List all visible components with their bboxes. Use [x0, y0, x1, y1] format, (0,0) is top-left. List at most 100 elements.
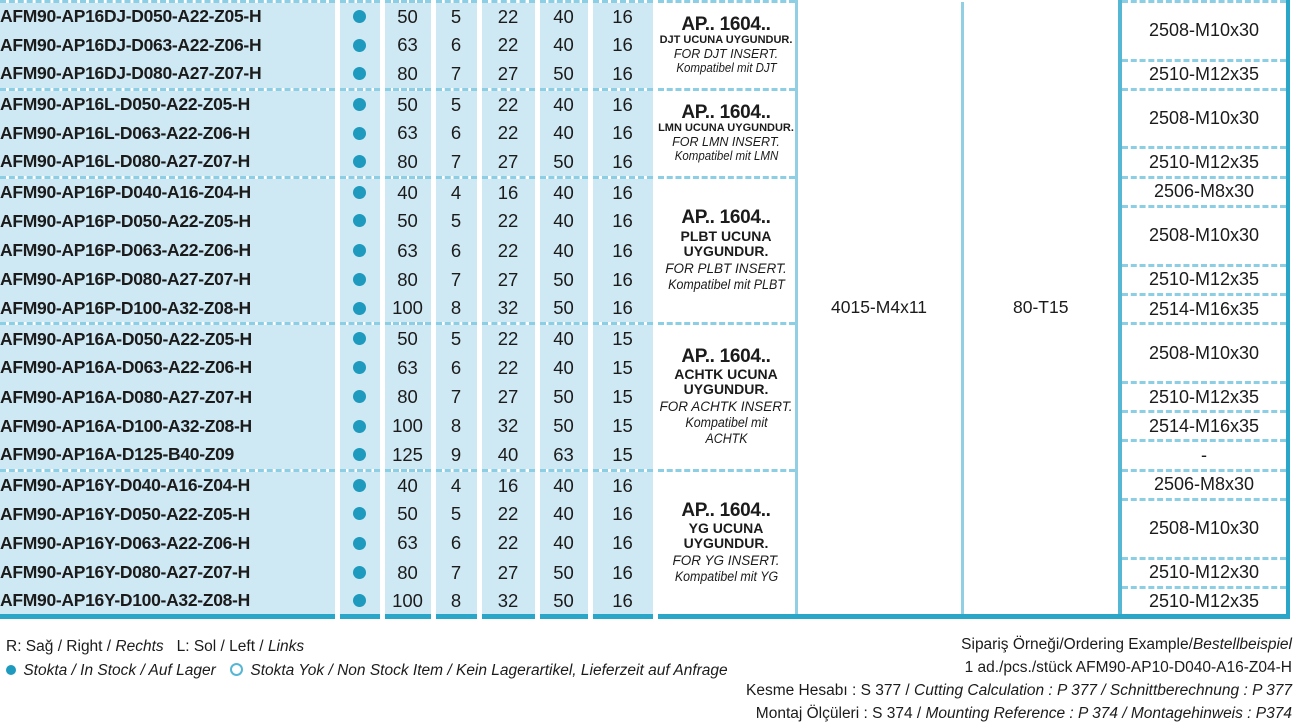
screw-size-cell: 2506-M8x30: [1120, 468, 1288, 500]
dim-cell: 40: [537, 175, 593, 207]
table-row: AFM90-AP16P-D080-A27-Z07-H 80 7 27 50 16…: [0, 263, 1288, 295]
dim-cell: 40: [537, 499, 593, 529]
insert-note-tr: YG UCUNA UYGUNDUR.: [683, 520, 769, 552]
dim-cell: 16: [590, 587, 658, 617]
dim-cell: 63: [382, 528, 436, 559]
in-stock-dot: [353, 98, 366, 112]
mounting-reference-ref: Montaj Ölçüleri : S 374 / Mounting Refer…: [746, 702, 1292, 725]
dim-cell: 27: [479, 147, 540, 178]
dim-cell: 27: [479, 558, 540, 588]
non-stock-circle-icon: [230, 663, 244, 677]
dim-cell: 80: [382, 147, 436, 178]
insert-title: AP.. 1604..: [681, 207, 771, 229]
dim-cell: 16: [590, 0, 658, 31]
dim-cell: 15: [590, 353, 658, 383]
dim-cell: 22: [479, 499, 540, 529]
in-stock-dot: [353, 594, 366, 608]
in-stock-dot: [353, 448, 366, 462]
legend-text: Stokta Yok / Non Stock Item / Kein Lager…: [250, 662, 728, 679]
dim-cell: 50: [382, 499, 436, 529]
mounting-ref-text: Montaj Ölçüleri : S 374 /: [755, 705, 926, 722]
table-row: AFM90-AP16A-D050-A22-Z05-H 50 5 22 40 15…: [0, 322, 1288, 471]
insert-note-de: Kompatibel mit LMN: [674, 148, 778, 163]
dim-cell: 100: [382, 587, 436, 617]
product-code: AFM90-AP16Y-D050-A22-Z05-H: [0, 499, 340, 529]
dim-cell: 40: [537, 322, 593, 354]
table-row: AFM90-AP16L-D080-A27-Z07-H 80 7 27 50 16…: [0, 146, 1288, 178]
table-row: AFM90-AP16A-D125-B40-Z09 125 9 40 63 15 …: [0, 439, 1288, 471]
dim-cell: 40: [537, 353, 593, 383]
in-stock-dot: [353, 214, 366, 228]
screw-size-cell: 2510-M12x35: [1120, 380, 1288, 412]
dim-cell: 63: [537, 440, 593, 471]
screw-size-cell: 2510-M12x30: [1120, 556, 1288, 588]
screw-size-cell: 2508-M10x30: [1120, 87, 1288, 148]
cutting-ref-text: Kesme Hesabı : S 377 /: [746, 682, 915, 699]
table-row: AFM90-AP16L-D050-A22-Z05-H 50 5 22 40 16…: [0, 87, 1288, 178]
legend-text: Rechts: [115, 638, 164, 655]
ordering-label-text-de: Bestellbeispiel: [1192, 636, 1292, 653]
table-row: AFM90-AP16DJ-D080-A27-Z07-H 80 7 27 50 1…: [0, 58, 1288, 90]
dim-cell: 22: [479, 322, 540, 354]
dim-cell: 7: [433, 265, 482, 295]
screw-size-cell: 2508-M10x30: [1120, 0, 1288, 61]
dim-cell: 16: [590, 175, 658, 207]
table-row: AFM90-AP16DJ-D063-A22-Z06-H 63 6 22 40 1…: [0, 30, 1288, 61]
dim-cell: 7: [433, 558, 482, 588]
table-row: AFM90-AP16L-D063-A22-Z06-H 63 6 22 40 16: [0, 118, 1288, 148]
dim-cell: 16: [590, 30, 658, 61]
in-stock-dot: [353, 332, 366, 346]
dim-cell: 16: [590, 206, 658, 236]
insert-note-en: FOR LMN INSERT.: [672, 134, 780, 149]
screw-size-cell: 2506-M8x30: [1120, 175, 1288, 207]
in-stock-dot: [353, 38, 366, 52]
mounting-ref-text-i: Mounting Reference : P 374 / Montagehinw…: [925, 705, 1292, 722]
dim-cell: 5: [433, 87, 482, 119]
product-code: AFM90-AP16A-D080-A27-Z07-H: [0, 382, 340, 412]
table-row: AFM90-AP16P-D050-A22-Z05-H 50 5 22 40 16…: [0, 205, 1288, 266]
dim-cell: 22: [479, 206, 540, 236]
product-code: AFM90-AP16P-D100-A32-Z08-H: [0, 294, 340, 324]
dim-cell: 63: [382, 30, 436, 61]
product-code: AFM90-AP16Y-D080-A27-Z07-H: [0, 558, 340, 588]
product-code: AFM90-AP16Y-D040-A16-Z04-H: [0, 468, 340, 500]
table-row: AFM90-AP16P-D100-A32-Z08-H 100 8 32 50 1…: [0, 292, 1288, 324]
product-code: AFM90-AP16A-D050-A22-Z05-H: [0, 322, 340, 354]
screw-size-cell: 2514-M16x35: [1120, 410, 1288, 441]
insert-note-en: FOR YG INSERT.: [672, 553, 780, 569]
dim-cell: 22: [479, 87, 540, 119]
dim-cell: 50: [382, 322, 436, 354]
in-stock-dot-icon: [6, 664, 16, 675]
table-row: AFM90-AP16DJ-D050-A22-Z05-H 50 5 22 40 1…: [0, 0, 1288, 617]
dim-cell: 50: [537, 294, 593, 324]
insert-note-de: Kompatibel mit PLBT: [667, 276, 785, 292]
dim-cell: 32: [479, 587, 540, 617]
screw-size-cell: 2510-M12x35: [1120, 146, 1288, 178]
dim-cell: 6: [433, 118, 482, 148]
in-stock-dot: [353, 507, 366, 521]
ordering-example-code: 1 ad./pcs./stück AFM90-AP10-D040-A16-Z04…: [964, 659, 1292, 676]
tool-holder-table: AFM90-AP16DJ-D050-A22-Z05-H 50 5 22 40 1…: [0, 0, 1290, 620]
table-row: AFM90-AP16Y-D063-A22-Z06-H 63 6 22 40 16: [0, 528, 1288, 559]
dim-cell: 40: [382, 468, 436, 500]
product-code: AFM90-AP16P-D040-A16-Z04-H: [0, 175, 340, 207]
dim-cell: 100: [382, 294, 436, 324]
insert-note-en: FOR DJT INSERT.: [673, 46, 779, 61]
insert-note-de: Kompatibel mit YG: [674, 569, 778, 585]
dim-cell: 80: [382, 60, 436, 90]
dim-cell: 15: [590, 322, 658, 354]
dim-cell: 50: [537, 60, 593, 90]
dim-cell: 6: [433, 30, 482, 61]
stock-legend: Stokta / In Stock / Auf Lager Stokta Yok…: [6, 659, 728, 683]
dim-cell: 50: [537, 587, 593, 617]
table-row: AFM90-AP16Y-D100-A32-Z08-H 100 8 32 50 1…: [0, 585, 1288, 617]
dim-cell: 40: [537, 30, 593, 61]
dim-cell: 16: [590, 265, 658, 295]
in-stock-dot: [353, 566, 366, 580]
dim-cell: 40: [537, 528, 593, 559]
insert-title: AP.. 1604..: [681, 102, 771, 124]
dim-cell: 16: [590, 235, 658, 266]
torx-key-cell: 80-T15: [962, 1, 1122, 617]
insert-title: AP.. 1604..: [681, 14, 771, 36]
